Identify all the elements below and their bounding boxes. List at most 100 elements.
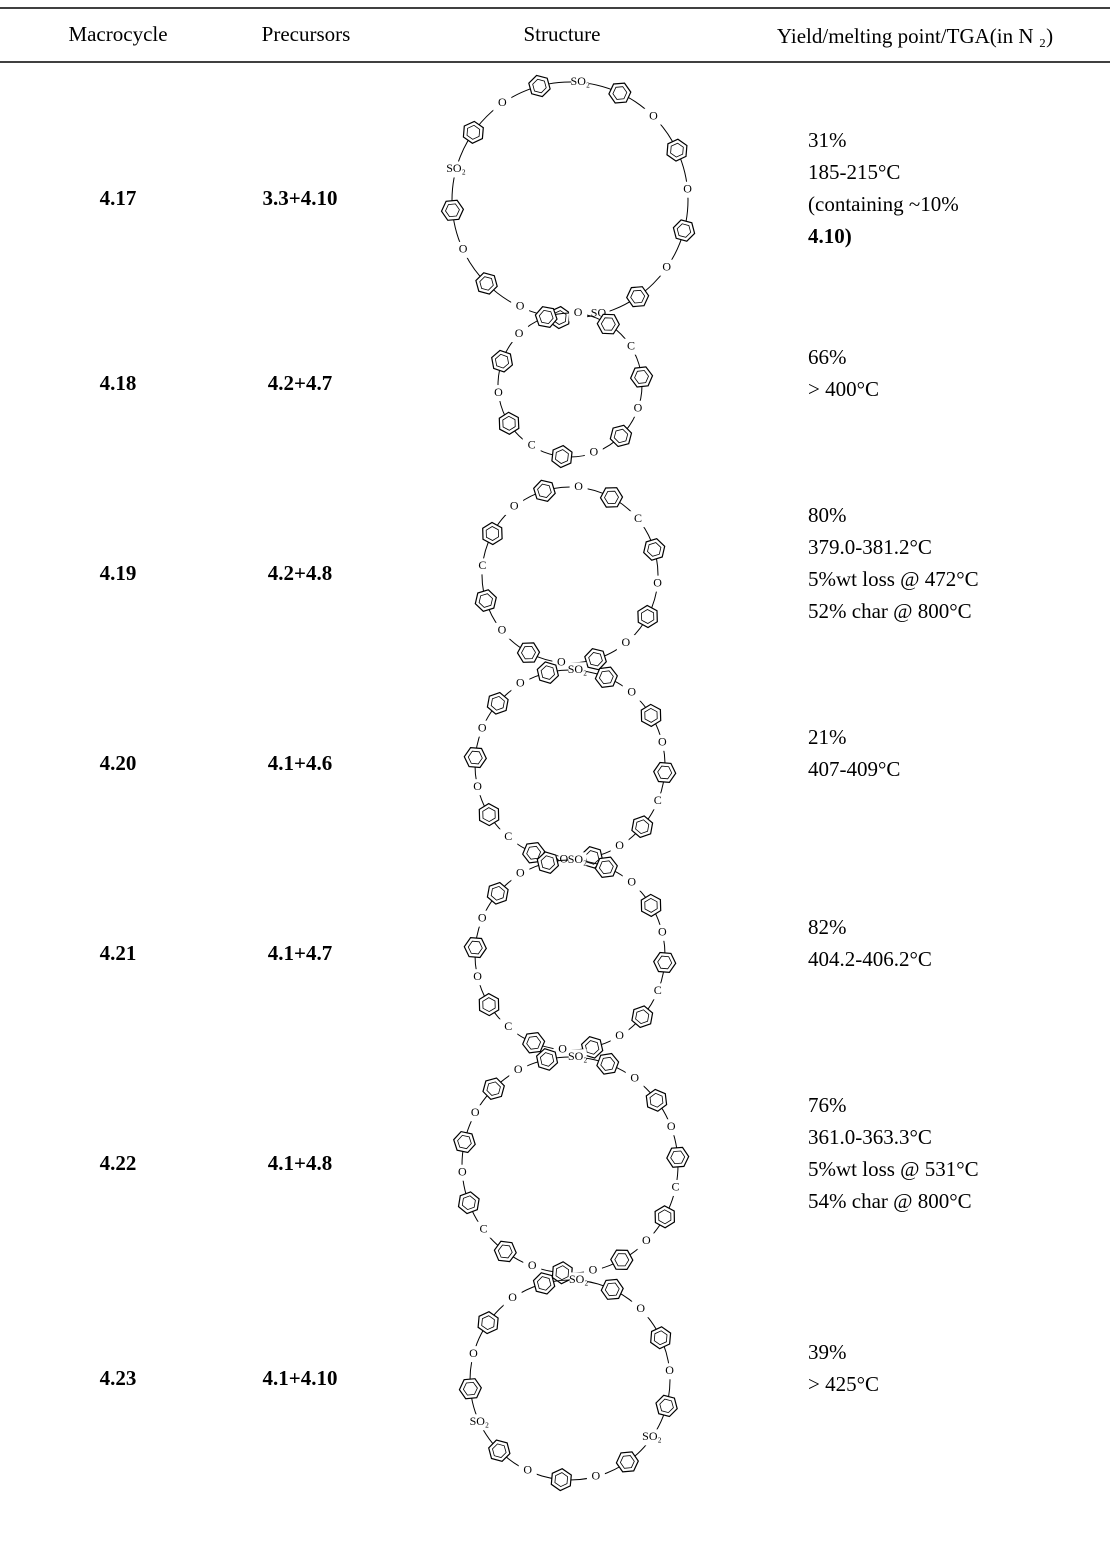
benzene-inner <box>644 897 658 913</box>
atom-bg <box>474 1221 493 1238</box>
benzene-inner <box>600 1056 616 1071</box>
atom-label: C <box>654 793 662 807</box>
atom-bg <box>586 1468 605 1485</box>
atom-bg <box>628 400 647 417</box>
benzene-ring <box>474 589 497 612</box>
atom-label: O <box>459 242 468 256</box>
atom-bg <box>571 74 590 91</box>
benzene-inner <box>540 665 555 680</box>
atom-bg <box>492 622 511 639</box>
atom-bg <box>511 675 530 692</box>
atom-label: O <box>634 401 643 415</box>
header-cell: Macrocycle <box>68 22 167 46</box>
benzene-ring <box>533 479 556 502</box>
structure: O C O O O O C O <box>473 479 667 671</box>
benzene-ring <box>463 746 487 769</box>
benzene-inner <box>619 1455 635 1469</box>
benzene-ring <box>666 1146 690 1168</box>
atom-label: O <box>627 685 636 699</box>
benzene-ring <box>640 893 662 918</box>
benzene-ring <box>493 1240 517 1263</box>
benzene-inner <box>614 1253 630 1267</box>
atom-bg <box>616 635 635 652</box>
benzene-inner <box>598 670 614 685</box>
benzene-inner <box>538 309 554 325</box>
atom-label: C <box>504 1019 512 1033</box>
yield-line: 82% <box>808 915 847 939</box>
benzene-inner <box>485 526 500 541</box>
atom-label: O <box>621 635 630 649</box>
atom-label: C <box>480 1221 488 1235</box>
benzene-ring <box>629 366 654 388</box>
benzene-inner <box>537 483 552 498</box>
benzene-inner <box>461 1195 476 1211</box>
benzene-ring <box>600 1278 624 1300</box>
yield-line: (containing ~10% <box>808 192 959 216</box>
precursors: 4.1+4.10 <box>263 1366 338 1390</box>
benzene-inner <box>494 353 510 369</box>
yield-line: 66% <box>808 345 847 369</box>
atom-bg <box>552 654 571 671</box>
atom-label: O <box>557 654 566 668</box>
atom-bg <box>499 1019 518 1036</box>
benzene-inner <box>532 78 547 94</box>
benzene-inner <box>649 1092 664 1108</box>
atom-label: O <box>528 1258 537 1272</box>
atom-bg <box>621 338 640 355</box>
benzene-ring <box>458 1378 482 1400</box>
benzene-ring <box>672 219 696 242</box>
atom-label: O <box>665 1363 674 1377</box>
atom-bg <box>569 305 588 322</box>
atom-label: O <box>494 385 503 399</box>
atom-bg <box>510 326 529 343</box>
benzene-ring <box>463 936 487 959</box>
atom-label: C <box>654 983 662 997</box>
atom-bg <box>637 1233 656 1250</box>
benzene-inner <box>657 955 673 970</box>
benzene-ring <box>551 444 573 469</box>
precursors: 4.1+4.7 <box>268 941 332 965</box>
benzene-ring <box>610 1249 634 1271</box>
benzene-ring <box>584 648 607 671</box>
yield-line: 80% <box>808 503 847 527</box>
atom-label: O <box>636 1301 645 1315</box>
atom-bg <box>625 1070 644 1087</box>
atom-bg <box>583 1262 602 1279</box>
benzene-inner <box>659 1398 674 1414</box>
atom-bg <box>642 1429 661 1446</box>
yield-line: 4.10) <box>808 224 852 248</box>
benzene-ring <box>491 349 514 373</box>
atom-bg <box>447 161 466 178</box>
benzene-inner <box>445 203 460 218</box>
benzene-inner <box>588 652 603 667</box>
atom-label: O <box>667 1119 676 1133</box>
atom-label: O <box>516 866 525 880</box>
atom-bg <box>473 558 492 575</box>
atom-bg <box>584 444 603 461</box>
atom-bg <box>662 1119 681 1136</box>
macrocycle-id: 4.19 <box>100 561 137 585</box>
atom-label: C <box>504 829 512 843</box>
atom-label: O <box>508 1290 517 1304</box>
benzene-ring <box>631 815 654 839</box>
benzene-ring <box>653 951 677 974</box>
atom-label: O <box>615 838 624 852</box>
benzene-inner <box>539 1052 555 1067</box>
benzene-inner <box>647 542 662 557</box>
benzene-ring <box>462 120 484 144</box>
atom-bg <box>678 181 697 198</box>
benzene-inner <box>502 415 516 431</box>
benzene-ring <box>457 1191 480 1215</box>
atom-label: O <box>653 575 662 589</box>
yield-line: 21% <box>808 725 847 749</box>
atom-label: O <box>471 1105 480 1119</box>
benzene-ring <box>594 666 618 689</box>
benzene-inner <box>457 1134 472 1150</box>
yield-line: 31% <box>808 128 847 152</box>
benzene-ring <box>637 604 658 629</box>
yield-line: 404.2-406.2°C <box>808 947 932 971</box>
benzene-inner <box>653 1330 668 1346</box>
benzene-ring <box>536 851 560 874</box>
